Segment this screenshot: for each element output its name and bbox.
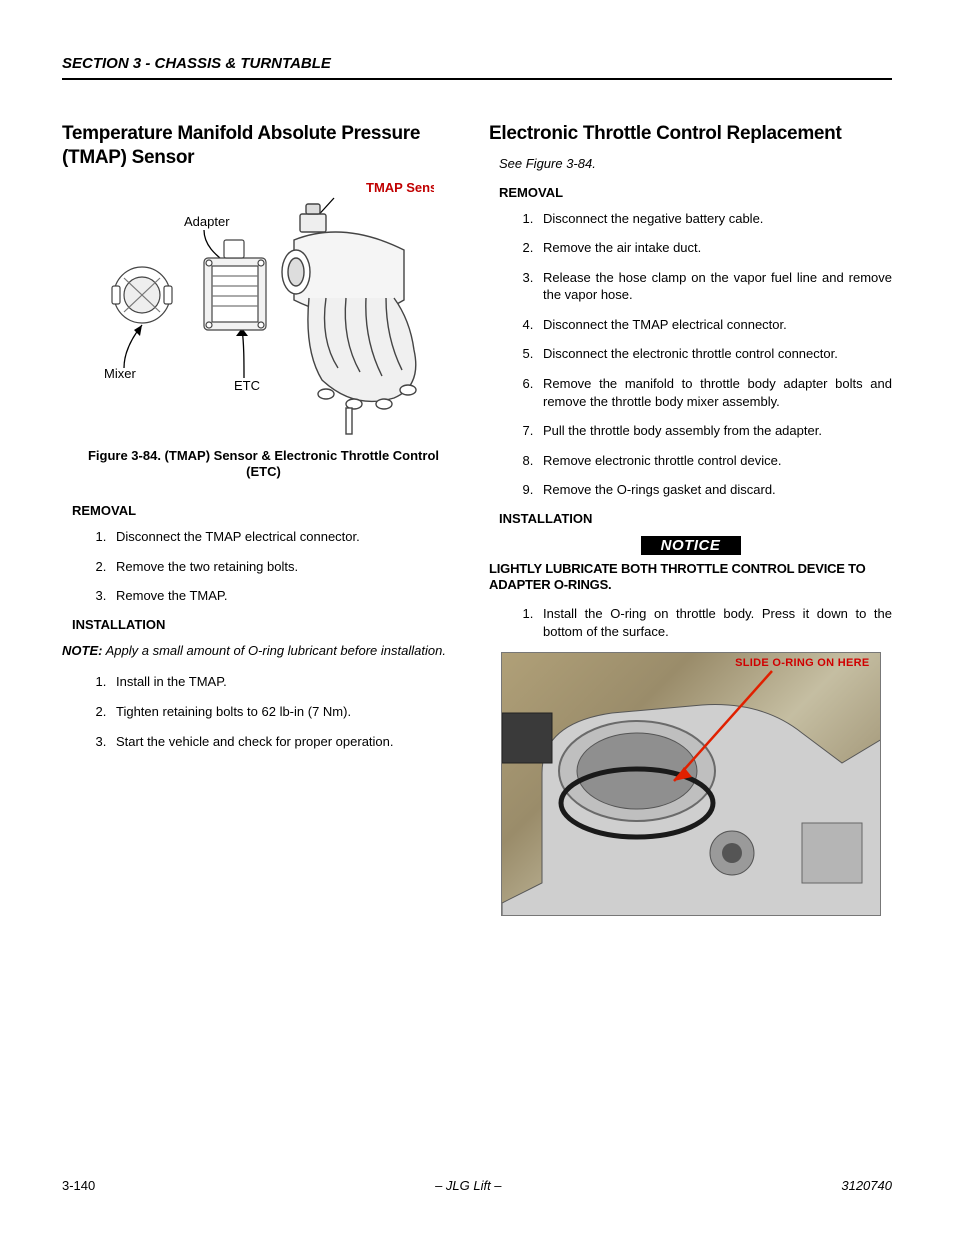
footer-page: 3-140 (62, 1178, 95, 1193)
list-item: Install in the TMAP. (110, 673, 465, 691)
list-item: Disconnect the TMAP electrical connector… (537, 316, 892, 334)
removal-heading-left: REMOVAL (72, 503, 465, 518)
page-footer: 3-140 – JLG Lift – 3120740 (62, 1178, 892, 1193)
list-item: Release the hose clamp on the vapor fuel… (537, 269, 892, 304)
list-item: Pull the throttle body assembly from the… (537, 422, 892, 440)
list-item: Remove the two retaining bolts. (110, 558, 465, 576)
footer-doc: 3120740 (841, 1178, 892, 1193)
removal-heading-right: REMOVAL (499, 185, 892, 200)
figure-caption: Figure 3-84. (TMAP) Sensor & Electronic … (82, 448, 445, 482)
list-item: Disconnect the negative battery cable. (537, 210, 892, 228)
list-item: Tighten retaining bolts to 62 lb-in (7 N… (110, 703, 465, 721)
right-column: Electronic Throttle Control Replacement … (489, 122, 892, 916)
list-item: Remove the air intake duct. (537, 239, 892, 257)
photo-callout: SLIDE O-RING ON HERE (735, 657, 869, 669)
tmap-diagram: TMAP Sensor Adapter Mixer ETC (94, 180, 434, 440)
list-item: Remove electronic throttle control devic… (537, 452, 892, 470)
installation-heading-left: INSTALLATION (72, 617, 465, 632)
install-steps-right: Install the O-ring on throttle body. Pre… (537, 605, 892, 640)
footer-center: – JLG Lift – (435, 1178, 501, 1193)
list-item: Remove the O-rings gasket and discard. (537, 481, 892, 499)
list-item: Install the O-ring on throttle body. Pre… (537, 605, 892, 640)
list-item: Disconnect the electronic throttle contr… (537, 345, 892, 363)
notice-text: LIGHTLY LUBRICATE BOTH THROTTLE CONTROL … (489, 561, 892, 594)
notice-badge: NOTICE (641, 536, 741, 555)
diagram-label-etc: ETC (234, 378, 260, 393)
list-item: Disconnect the TMAP electrical connector… (110, 528, 465, 546)
removal-steps-right: Disconnect the negative battery cable. R… (537, 210, 892, 499)
install-steps-left: Install in the TMAP. Tighten retaining b… (110, 673, 465, 750)
diagram-label-tmap: TMAP Sensor (366, 180, 434, 195)
etc-heading: Electronic Throttle Control Replacement (489, 122, 892, 146)
installation-heading-right: INSTALLATION (499, 511, 892, 526)
left-column: Temperature Manifold Absolute Pressure (… (62, 122, 465, 916)
section-header: SECTION 3 - CHASSIS & TURNTABLE (62, 55, 892, 80)
see-figure-ref: See Figure 3-84. (499, 156, 892, 171)
note-text: NOTE: Apply a small amount of O-ring lub… (62, 642, 465, 660)
note-body: Apply a small amount of O-ring lubricant… (106, 643, 446, 658)
list-item: Remove the manifold to throttle body ada… (537, 375, 892, 410)
throttle-photo: SLIDE O-RING ON HERE (501, 652, 881, 916)
list-item: Remove the TMAP. (110, 587, 465, 605)
note-label: NOTE: (62, 643, 102, 658)
two-column-layout: Temperature Manifold Absolute Pressure (… (62, 122, 892, 916)
diagram-label-mixer: Mixer (104, 366, 136, 381)
removal-steps-left: Disconnect the TMAP electrical connector… (110, 528, 465, 605)
tmap-heading: Temperature Manifold Absolute Pressure (… (62, 122, 465, 170)
diagram-label-adapter: Adapter (184, 214, 230, 229)
list-item: Start the vehicle and check for proper o… (110, 733, 465, 751)
